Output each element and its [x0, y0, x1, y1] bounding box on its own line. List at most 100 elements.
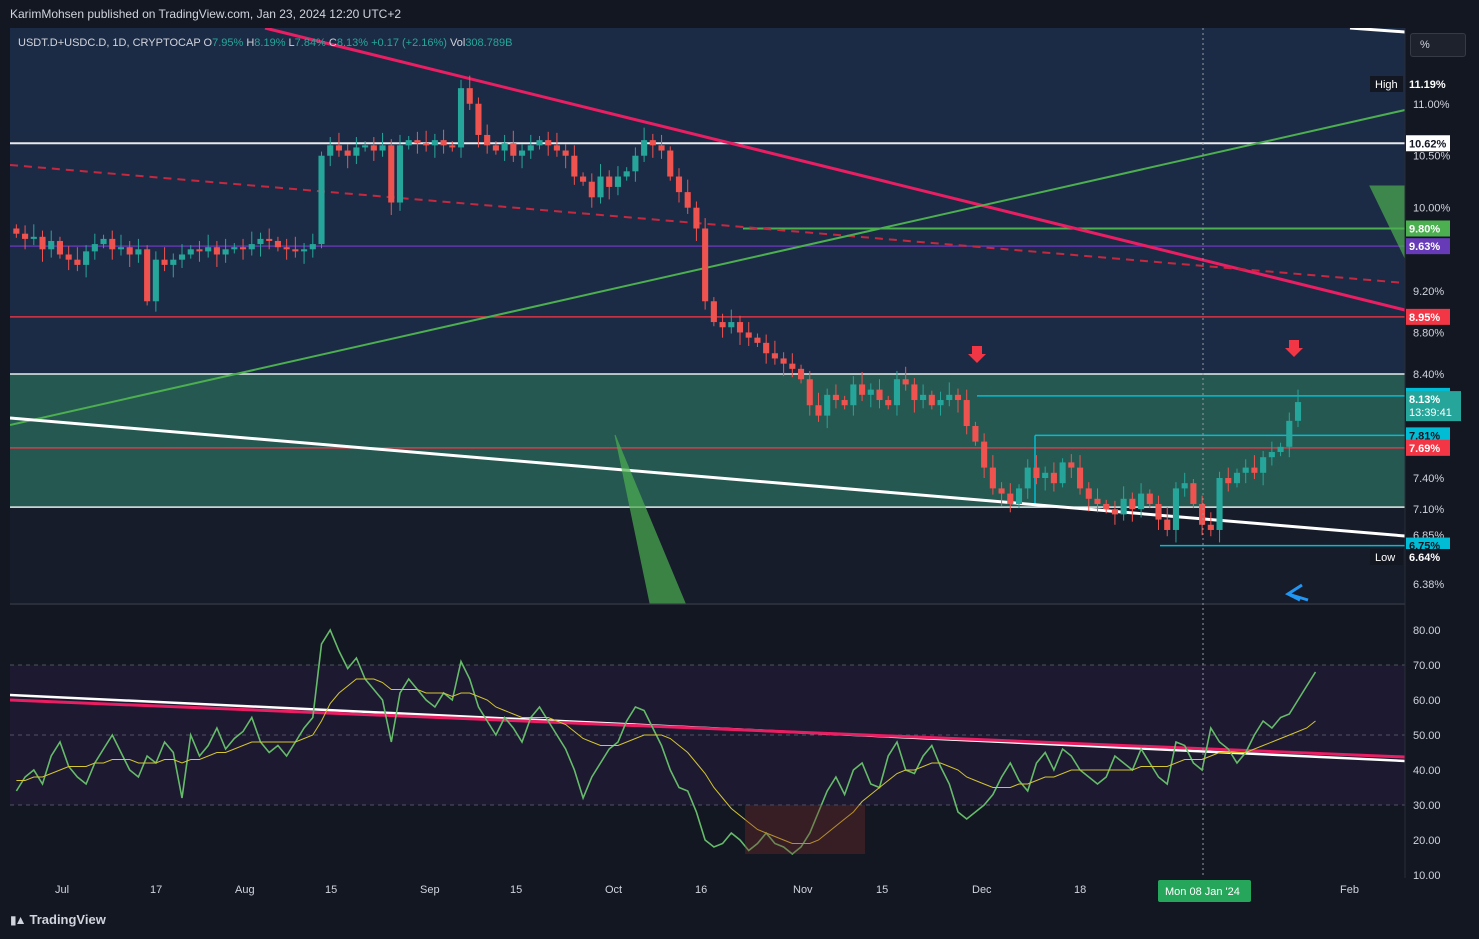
candle-body[interactable]	[1076, 467, 1084, 489]
candle-body[interactable]	[205, 247, 212, 252]
candle-body[interactable]	[65, 254, 72, 260]
candle-body[interactable]	[22, 233, 29, 239]
candle-body[interactable]	[475, 103, 482, 135]
candle-body[interactable]	[597, 176, 604, 198]
candle-body[interactable]	[510, 143, 517, 156]
candle-body[interactable]	[937, 400, 944, 406]
candle-body[interactable]	[571, 155, 578, 177]
candle-body[interactable]	[327, 145, 334, 156]
candle-body[interactable]	[423, 143, 430, 146]
candle-body[interactable]	[859, 384, 866, 395]
candle-body[interactable]	[876, 389, 883, 401]
candle-body[interactable]	[789, 363, 796, 369]
chart-area[interactable]: 11.50%11.00%10.50%10.00%9.20%8.80%8.40%7…	[9, 26, 1479, 906]
candle-body[interactable]	[449, 145, 456, 148]
candle-body[interactable]	[144, 249, 151, 302]
candle-body[interactable]	[318, 155, 325, 245]
candle-body[interactable]	[824, 394, 831, 416]
candle-body[interactable]	[135, 249, 142, 255]
candle-body[interactable]	[414, 140, 421, 144]
candle-body[interactable]	[588, 181, 595, 198]
candle-body[interactable]	[1242, 467, 1249, 473]
candle-body[interactable]	[719, 322, 726, 328]
candle-body[interactable]	[763, 342, 770, 354]
candle-body[interactable]	[736, 322, 744, 333]
rsi-pink-trendline[interactable]	[9, 698, 1406, 759]
candle-body[interactable]	[684, 192, 691, 208]
candle-body[interactable]	[388, 145, 395, 203]
candle-body[interactable]	[989, 467, 996, 489]
candle-body[interactable]	[902, 379, 909, 385]
candle-body[interactable]	[309, 244, 316, 250]
candle-body[interactable]	[1138, 493, 1145, 510]
candle-body[interactable]	[1268, 452, 1275, 458]
candle-body[interactable]	[379, 145, 386, 151]
candle-body[interactable]	[187, 249, 194, 255]
candle-body[interactable]	[1225, 477, 1232, 484]
candle-body[interactable]	[702, 228, 709, 302]
candle-body[interactable]	[239, 247, 247, 250]
candle-body[interactable]	[370, 145, 377, 151]
candle-body[interactable]	[231, 247, 238, 250]
candle-body[interactable]	[1294, 402, 1302, 421]
candle-body[interactable]	[1059, 462, 1066, 484]
candle-body[interactable]	[30, 236, 37, 239]
candle-body[interactable]	[1068, 462, 1075, 468]
candle-body[interactable]	[614, 176, 622, 187]
candle-body[interactable]	[152, 259, 159, 302]
candle-body[interactable]	[632, 155, 639, 172]
dashed-red-trendline[interactable]	[9, 164, 1406, 284]
candle-body[interactable]	[518, 150, 526, 156]
candle-body[interactable]	[675, 176, 683, 193]
candle-body[interactable]	[606, 176, 613, 187]
candle-body[interactable]	[1181, 483, 1188, 489]
percent-scale-button[interactable]: %	[1410, 33, 1466, 57]
candle-body[interactable]	[1024, 467, 1031, 489]
pink-trendline[interactable]	[264, 26, 1406, 312]
candle-body[interactable]	[728, 322, 735, 328]
candle-body[interactable]	[274, 240, 281, 248]
candle-body[interactable]	[1015, 488, 1023, 504]
candle-body[interactable]	[117, 247, 125, 250]
candle-body[interactable]	[178, 254, 186, 260]
candle-body[interactable]	[266, 238, 273, 241]
candle-body[interactable]	[710, 301, 717, 323]
candle-body[interactable]	[396, 145, 404, 203]
candle-body[interactable]	[100, 238, 107, 245]
candle-body[interactable]	[48, 240, 55, 250]
candle-body[interactable]	[754, 337, 761, 343]
candle-body[interactable]	[1190, 483, 1197, 504]
candle-body[interactable]	[126, 247, 133, 255]
white-top-line[interactable]	[1349, 26, 1406, 34]
candle-body[interactable]	[1164, 519, 1171, 530]
candle-body[interactable]	[353, 147, 360, 156]
candle-body[interactable]	[248, 244, 255, 250]
candle-body[interactable]	[963, 400, 970, 427]
candle-body[interactable]	[431, 140, 438, 146]
candle-body[interactable]	[806, 379, 813, 406]
candle-body[interactable]	[641, 140, 648, 156]
candle-body[interactable]	[1033, 467, 1040, 478]
candle-body[interactable]	[780, 358, 787, 364]
candle-body[interactable]	[1094, 498, 1101, 504]
candle-body[interactable]	[1233, 472, 1241, 484]
candle-body[interactable]	[1129, 498, 1136, 510]
candle-body[interactable]	[972, 426, 979, 442]
candle-body[interactable]	[527, 145, 534, 151]
candle-body[interactable]	[213, 247, 220, 255]
white-support-line[interactable]	[9, 416, 1406, 538]
candle-body[interactable]	[440, 140, 447, 146]
candle-body[interactable]	[362, 145, 369, 148]
candle-body[interactable]	[1103, 503, 1110, 510]
candle-body[interactable]	[56, 240, 64, 255]
candle-body[interactable]	[257, 238, 264, 245]
candle-body[interactable]	[170, 259, 177, 265]
candle-body[interactable]	[344, 150, 351, 156]
candle-body[interactable]	[797, 368, 805, 380]
candle-body[interactable]	[1172, 488, 1180, 530]
candle-body[interactable]	[1042, 472, 1049, 478]
candle-body[interactable]	[1146, 493, 1153, 504]
candle-body[interactable]	[1050, 472, 1057, 484]
candle-body[interactable]	[466, 88, 473, 104]
candle-body[interactable]	[885, 400, 892, 406]
